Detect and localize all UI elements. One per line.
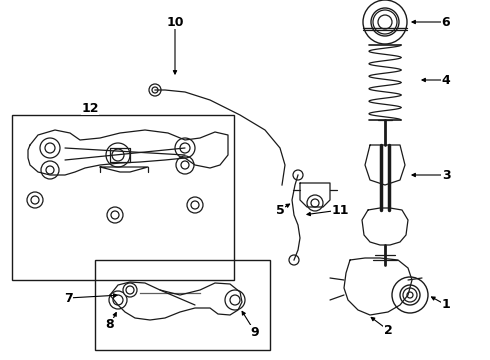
Text: 6: 6 (441, 15, 450, 28)
Bar (12, 115, 234, 280)
Text: 10: 10 (166, 15, 184, 28)
Text: 7: 7 (64, 292, 73, 305)
Text: 5: 5 (275, 203, 284, 216)
Text: 11: 11 (331, 203, 349, 216)
Bar (95, 260, 270, 350)
Text: 12: 12 (81, 102, 99, 114)
Text: 4: 4 (441, 73, 450, 86)
Circle shape (123, 283, 137, 297)
Circle shape (289, 255, 299, 265)
Text: 9: 9 (251, 325, 259, 338)
Text: 2: 2 (384, 324, 392, 337)
Circle shape (149, 84, 161, 96)
Circle shape (293, 170, 303, 180)
Text: 1: 1 (441, 298, 450, 311)
Text: 8: 8 (106, 319, 114, 332)
Text: 3: 3 (441, 168, 450, 181)
